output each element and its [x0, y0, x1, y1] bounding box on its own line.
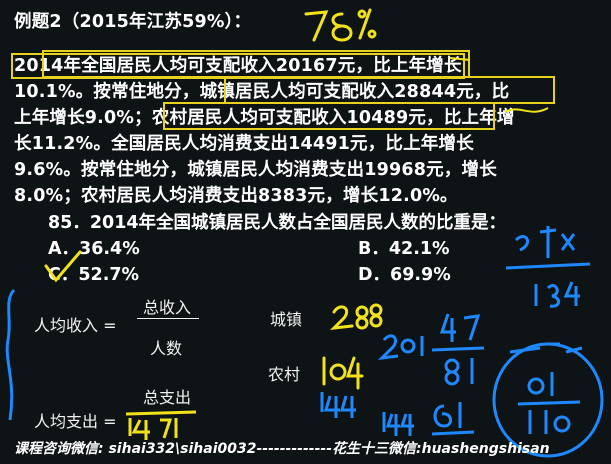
- highlight-national-box: [42, 50, 470, 78]
- total-income-numerator: 总收入: [143, 298, 192, 317]
- highlight-rural-income: [163, 102, 495, 130]
- urban-label: 城镇: [270, 310, 303, 329]
- footer-contact: 课程咨询微信: sihai332\sihai0032-------------花…: [14, 441, 550, 457]
- option-d[interactable]: D．69.9%: [358, 261, 451, 286]
- problem-line-1: 2014年全国居民人均可支配收入20167元，比上年增长: [11, 52, 465, 79]
- problem-line-3: 上年增长9.0%；农村居民人均可支配收入10489元，比上年增: [14, 108, 515, 128]
- problem-line-5: 9.6%。按常住地分，城镇居民人均消费支出19968元，增长: [14, 160, 497, 180]
- option-value: 69.9%: [390, 265, 451, 285]
- value-144: [320, 392, 414, 436]
- yellow-stroke: [449, 57, 471, 61]
- problem-line-4: 长11.2%。全国居民人均消费支出14491元，比上年增长: [14, 134, 474, 154]
- yellow-stroke: [504, 107, 549, 113]
- rural-value-104: [322, 356, 364, 390]
- population-denominator: 人数: [150, 339, 183, 358]
- option-value: 36.4%: [79, 239, 140, 259]
- rural-label: 农村: [268, 365, 301, 384]
- urban-value-288: [329, 303, 383, 330]
- per-capita-income-label: 人均收入 =: [34, 316, 117, 335]
- yellow-78-mark: [304, 8, 377, 42]
- fraction-bar: [137, 318, 199, 319]
- option-value: 42.1%: [388, 239, 450, 259]
- option-letter: A．: [48, 239, 80, 259]
- circled-fraction-61-116: [492, 342, 604, 458]
- problem-title: 例题2（2015年江苏59%）：: [14, 12, 252, 32]
- problem-line-2: 10.1%。按常住地分，城镇居民人均可支配收入28844元，比: [14, 82, 510, 102]
- highlight-national-income: 2014年全国居民人均可支配收入20167元，比上年增长: [11, 53, 465, 79]
- total-spend-numerator: 总支出: [143, 388, 192, 407]
- blue-brace: [5, 288, 16, 421]
- option-b[interactable]: B．42.1%: [358, 235, 450, 260]
- per-capita-spend-label: 人均支出 =: [34, 412, 117, 431]
- option-a[interactable]: A．36.4%: [48, 235, 140, 260]
- fraction-47-81: [431, 313, 485, 386]
- option-letter: D．: [358, 265, 391, 285]
- option-value: 52.7%: [78, 265, 140, 285]
- fraction-top-right: [505, 226, 591, 308]
- spend-denominator-ink: [125, 410, 197, 440]
- check-mark-icon: [44, 250, 82, 283]
- problem-line-6: 8.0%；农村居民人均消费支出8383元，增长12.0%。: [14, 186, 458, 206]
- question-text: 85．2014年全国城镇居民人数占全国居民人数的比重是：: [48, 213, 507, 233]
- option-letter: B．: [358, 239, 389, 259]
- value-201: [377, 334, 424, 361]
- fraction-61: [431, 402, 475, 436]
